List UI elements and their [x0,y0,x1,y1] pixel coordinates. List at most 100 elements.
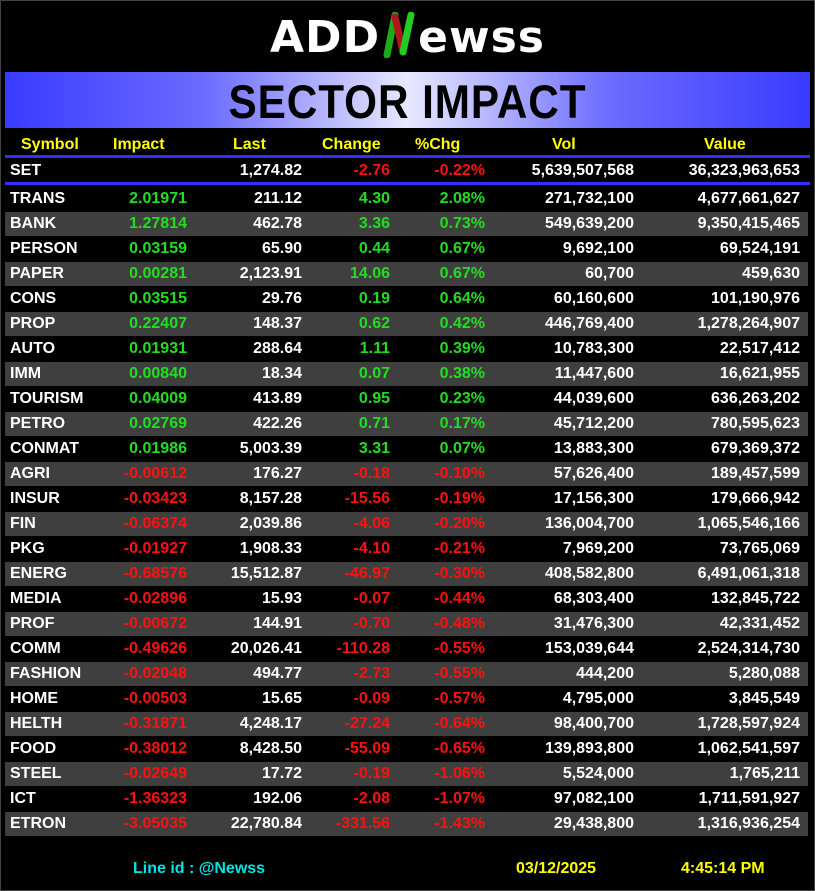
value: 16,621,955 [719,365,800,382]
page-title: SECTOR IMPACT [228,75,587,128]
title-banner: SECTOR IMPACT [5,72,810,128]
table-row: HOME -0.00503 15.65 -0.09 -0.57% 4,795,000 3,8… [5,687,808,711]
pct-change: -0.64% [434,715,485,732]
symbol: TOURISM [10,390,84,407]
volume: 408,582,800 [545,565,634,582]
last: 18.34 [261,365,302,382]
impact: -0.00503 [123,690,187,707]
volume: 13,883,300 [553,440,634,457]
impact: 0.03515 [129,290,187,307]
change: -331.56 [335,815,390,832]
last: 1,908.33 [239,540,302,557]
impact: -0.02649 [123,765,187,782]
value: 3,845,549 [728,690,800,707]
impact: 0.04009 [129,390,187,407]
impact: 0.03159 [129,240,187,257]
table-row: CONMAT 0.01986 5,003.39 3.31 0.07% 13,883,300… [5,437,808,461]
impact: -0.01927 [123,540,187,557]
symbol: ETRON [10,815,66,832]
last: 176.27 [253,465,302,482]
col-header-vol: Vol [552,136,576,153]
table-row: BANK 1.27814 462.78 3.36 0.73% 549,639,200 9,3… [5,212,808,236]
change: -0.18 [353,465,390,482]
last: 413.89 [253,390,302,407]
pct-change: 0.67% [439,240,485,257]
impact: 0.00840 [129,365,187,382]
volume: 446,769,400 [545,315,634,332]
last: 8,428.50 [239,740,302,757]
index-divider [5,182,810,185]
impact: 0.22407 [129,315,187,332]
symbol: MEDIA [10,590,62,607]
table-row: PROP 0.22407 148.37 0.62 0.42% 446,769,400 1,2… [5,312,808,336]
impact: -0.31871 [123,715,187,732]
volume: 7,969,200 [562,540,634,557]
volume: 44,039,600 [553,390,634,407]
symbol: AGRI [10,465,50,482]
col-header-impact: Impact [113,136,165,153]
symbol: FASHION [10,665,82,682]
col-header-pct: %Chg [415,136,461,153]
pct-change: -0.21% [434,540,485,557]
impact: -0.03423 [123,490,187,507]
impact: 0.01986 [129,440,187,457]
value: 5,280,088 [728,665,800,682]
impact: 2.01971 [129,190,187,207]
symbol: INSUR [10,490,60,507]
symbol: ENERG [10,565,67,582]
symbol: HELTH [10,715,63,732]
change: -2.73 [353,665,390,682]
value: 42,331,452 [719,615,800,632]
table-row: HELTH -0.31871 4,248.17 -27.24 -0.64% 98,400,… [5,712,808,736]
table-row: TRANS 2.01971 211.12 4.30 2.08% 271,732,100 4,… [5,187,808,211]
table-row: ICT -1.36323 192.06 -2.08 -1.07% 97,082,100 1,… [5,787,808,811]
table-row: PKG -0.01927 1,908.33 -4.10 -0.21% 7,969,200 7… [5,537,808,561]
impact: -0.49626 [123,640,187,657]
symbol: TRANS [10,190,66,207]
last: 65.90 [261,240,302,257]
symbol: STEEL [10,765,62,782]
change: -15.56 [344,490,390,507]
col-header-last: Last [233,136,266,153]
time: 4:45:14 PM [681,860,765,877]
value: 179,666,942 [711,490,800,507]
value: 459,630 [742,265,800,282]
volume: 5,524,000 [562,765,634,782]
change: -0.07 [353,590,390,607]
table-row: MEDIA -0.02896 15.93 -0.07 -0.44% 68,303,400 1… [5,587,808,611]
volume: 57,626,400 [553,465,634,482]
impact: -1.36323 [123,790,187,807]
last: 144.91 [253,615,302,632]
symbol: PERSON [10,240,78,257]
value: 132,845,722 [711,590,800,607]
symbol: AUTO [10,340,56,357]
change: -0.70 [353,615,390,632]
volume: 68,303,400 [553,590,634,607]
pct-change: -1.07% [434,790,485,807]
change: 1.11 [359,340,390,357]
volume: 444,200 [576,665,634,682]
change: -27.24 [344,715,390,732]
pct-change: -0.22% [434,162,485,179]
pct-change: 0.64% [439,290,485,307]
line-id: Line id : @Newss [133,860,266,877]
value: 780,595,623 [711,415,800,432]
change: 3.31 [358,440,390,457]
symbol: IMM [10,365,42,382]
change: 0.62 [358,315,390,332]
symbol: PKG [10,540,45,557]
table-row: TOURISM 0.04009 413.89 0.95 0.23% 44,039,600 6… [5,387,808,411]
pct-change: -1.43% [434,815,485,832]
pct-change: 0.17% [439,415,485,432]
volume: 17,156,300 [553,490,634,507]
value: 73,765,069 [719,540,800,557]
impact: -0.02048 [123,665,187,682]
last: 8,157.28 [239,490,302,507]
pct-change: 0.42% [439,315,485,332]
volume: 4,795,000 [562,690,634,707]
change: 3.36 [358,215,390,232]
header-divider [5,155,810,158]
value: 1,711,591,927 [698,790,800,807]
impact: 0.00281 [129,265,187,282]
last: 15,512.87 [230,565,302,582]
